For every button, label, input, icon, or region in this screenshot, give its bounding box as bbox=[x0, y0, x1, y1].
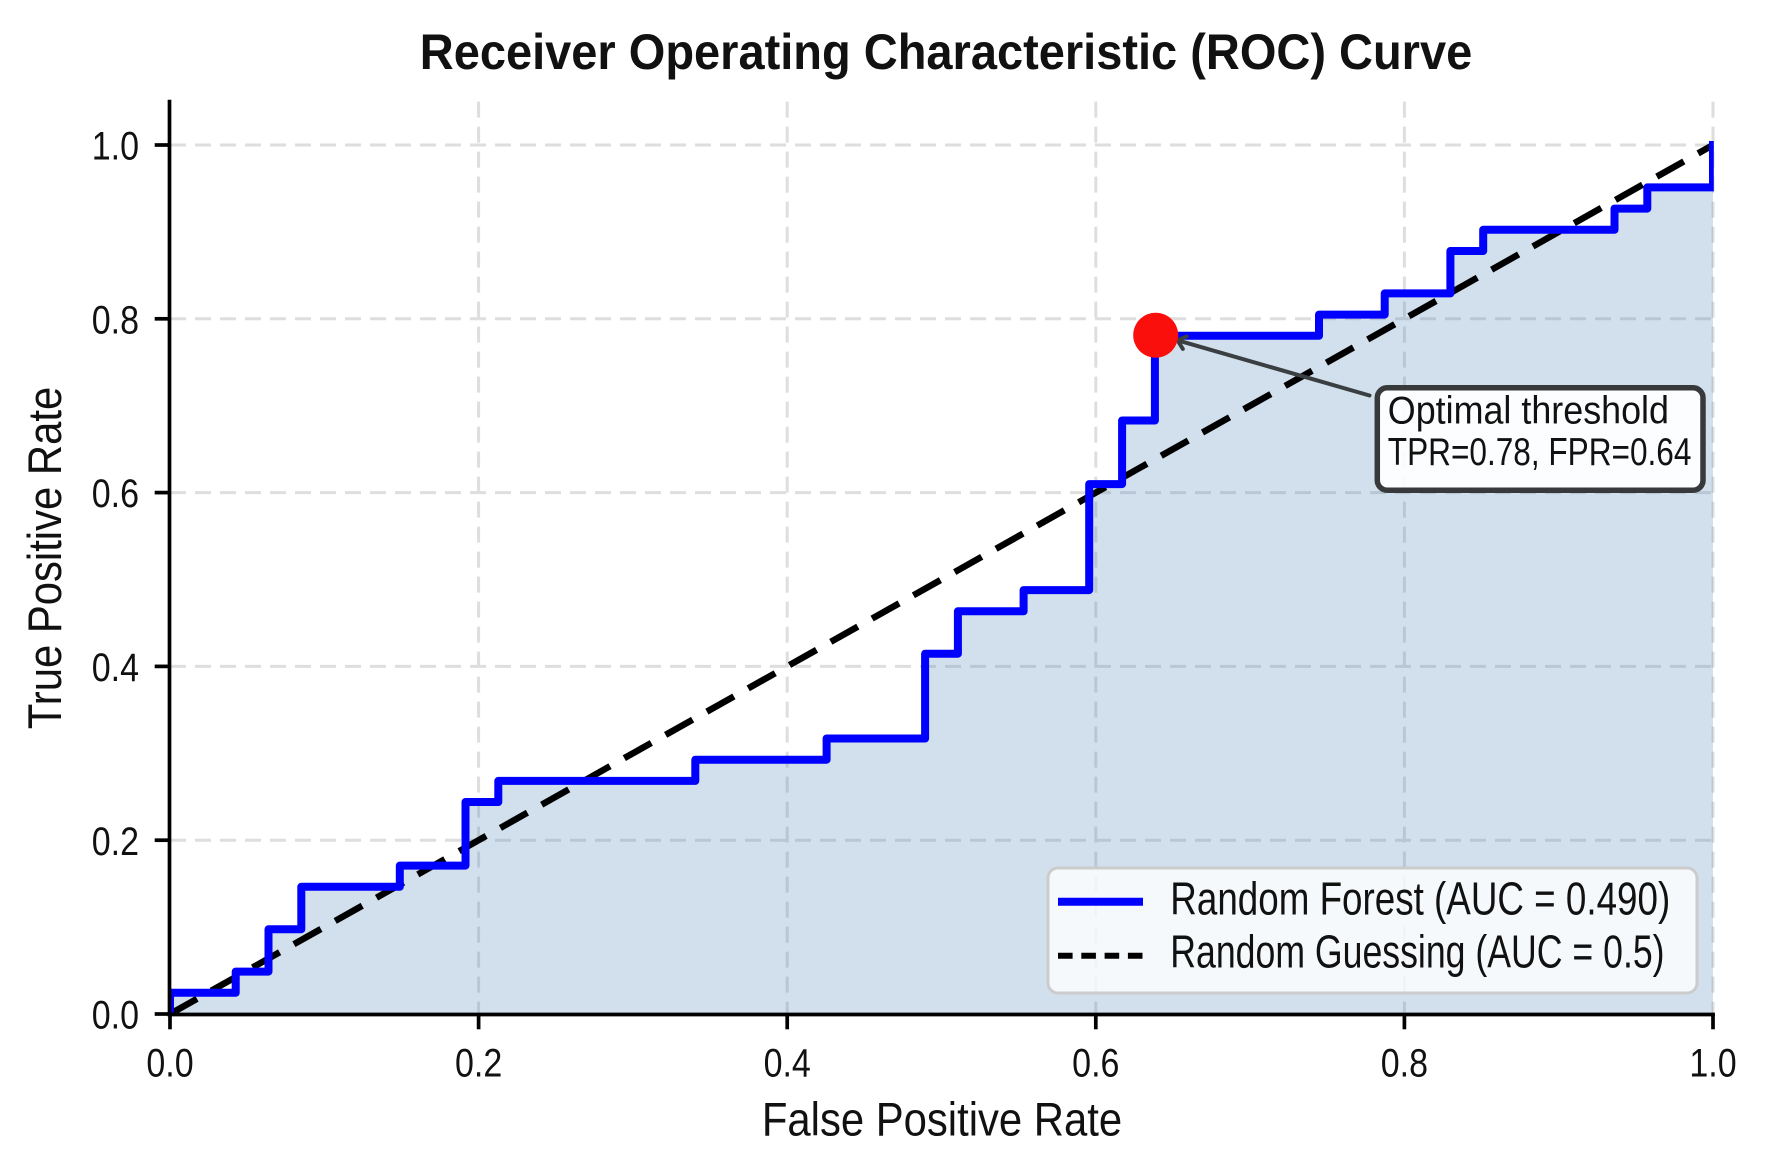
svg-text:TPR=0.78, FPR=0.64: TPR=0.78, FPR=0.64 bbox=[1388, 430, 1692, 474]
svg-text:0.0: 0.0 bbox=[92, 992, 139, 1037]
svg-text:1.0: 1.0 bbox=[92, 123, 139, 168]
svg-text:1.0: 1.0 bbox=[1689, 1040, 1736, 1085]
svg-text:0.4: 0.4 bbox=[764, 1040, 811, 1085]
svg-text:False Positive Rate: False Positive Rate bbox=[762, 1094, 1122, 1146]
svg-text:0.4: 0.4 bbox=[92, 644, 139, 689]
svg-text:0.2: 0.2 bbox=[92, 818, 139, 863]
svg-text:0.0: 0.0 bbox=[146, 1040, 193, 1085]
svg-text:Random Guessing (AUC = 0.5): Random Guessing (AUC = 0.5) bbox=[1170, 926, 1664, 977]
svg-text:True Positive Rate: True Positive Rate bbox=[20, 387, 72, 729]
svg-text:0.6: 0.6 bbox=[1072, 1040, 1119, 1085]
svg-text:0.6: 0.6 bbox=[92, 471, 139, 516]
svg-text:0.2: 0.2 bbox=[455, 1040, 502, 1085]
svg-text:Receiver Operating Characteris: Receiver Operating Characteristic (ROC) … bbox=[420, 25, 1472, 81]
svg-text:Random Forest (AUC = 0.490): Random Forest (AUC = 0.490) bbox=[1170, 872, 1670, 924]
svg-text:0.8: 0.8 bbox=[1381, 1040, 1428, 1085]
svg-text:Optimal threshold: Optimal threshold bbox=[1388, 388, 1669, 432]
svg-text:0.8: 0.8 bbox=[92, 297, 139, 342]
